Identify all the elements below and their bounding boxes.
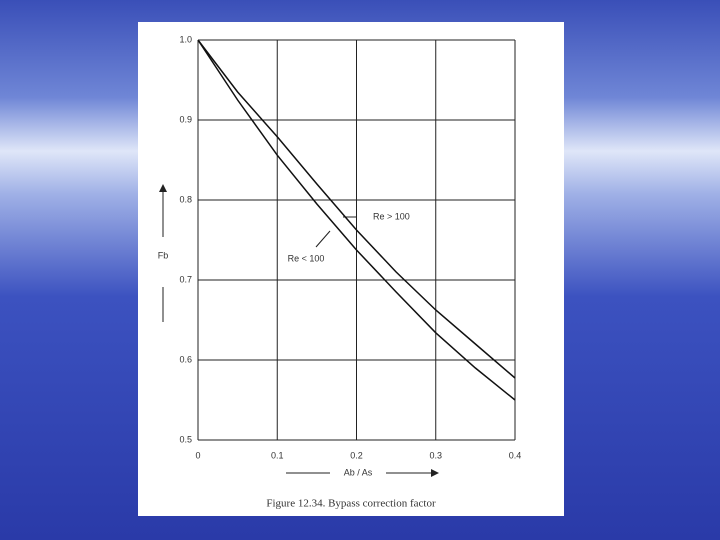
- y-axis-label: Fb: [158, 250, 169, 260]
- series-line: [197, 39, 516, 379]
- y-tick-label: 0.5: [179, 434, 192, 444]
- x-tick-label: 0.3: [429, 450, 442, 460]
- y-tick-label: 0.8: [179, 194, 192, 204]
- annotation-leader: [315, 230, 331, 248]
- series-label: Re > 100: [373, 211, 410, 221]
- x-tick-label: 0.1: [271, 450, 284, 460]
- series-label: Re < 100: [288, 253, 325, 263]
- y-tick-label: 0.7: [179, 274, 192, 284]
- series-line: [197, 39, 516, 401]
- caption: Figure 12.34. Bypass correction factor: [266, 498, 436, 510]
- x-axis-label: Ab / As: [344, 467, 373, 477]
- y-tick-label: 1.0: [179, 34, 192, 44]
- x-tick-label: 0: [195, 450, 200, 460]
- y-tick-label: 0.9: [179, 114, 192, 124]
- y-tick-label: 0.6: [179, 354, 192, 364]
- x-tick-label: 0.2: [350, 450, 363, 460]
- x-tick-label: 0.4: [509, 450, 522, 460]
- chart: Fb Ab / As Figure 12.34. Bypass correcti…: [158, 34, 522, 510]
- chart-panel: Fb Ab / As Figure 12.34. Bypass correcti…: [138, 22, 564, 516]
